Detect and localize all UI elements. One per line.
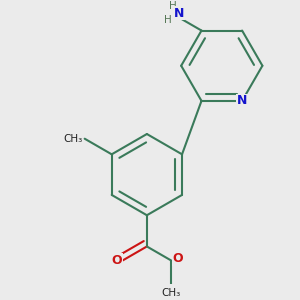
Text: N: N — [237, 94, 247, 107]
Text: O: O — [112, 254, 122, 267]
Text: CH₃: CH₃ — [162, 288, 181, 298]
Text: O: O — [173, 253, 183, 266]
Text: N: N — [174, 7, 184, 20]
Text: H: H — [169, 1, 177, 11]
Text: H: H — [164, 15, 172, 25]
Text: CH₃: CH₃ — [64, 134, 83, 144]
